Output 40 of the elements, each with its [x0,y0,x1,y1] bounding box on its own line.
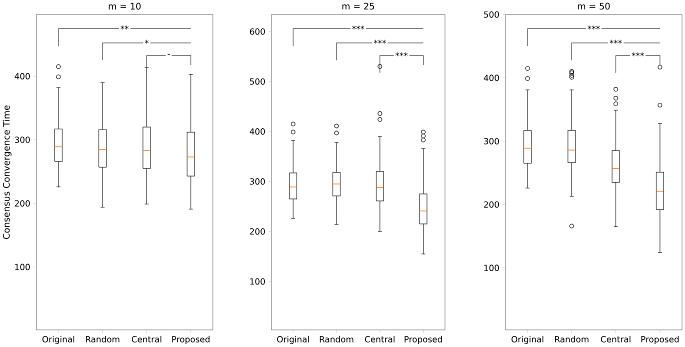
x-tick-label: Random [320,336,354,342]
x-tick-label: Proposed [404,336,442,344]
chart-title: m = 50 [578,2,610,10]
y-tick-label: 300 [250,178,265,185]
y-tick-label: 400 [250,128,265,135]
annotation: * [144,40,149,44]
annotation: *** [352,26,364,30]
annotation: *** [374,40,386,44]
y-tick-label: 500 [484,11,499,18]
annotation: *** [396,52,408,56]
y-tick-label: 200 [484,201,499,208]
y-tick-label: 600 [250,28,265,35]
x-tick-label: Proposed [172,336,210,344]
y-tick-label: 400 [484,74,499,82]
x-tick-label: Original [42,336,74,344]
y-tick-label: 200 [250,228,265,235]
x-tick-label: Original [277,336,309,344]
y-tick-label: 300 [14,136,30,144]
x-tick-label: Proposed [641,336,679,344]
y-axis-title: Consensus Convergence Time [2,106,12,240]
y-tick-label: 100 [15,264,30,270]
x-tick-label: Central [132,336,162,342]
annotation: *** [610,40,622,44]
x-tick-label: Random [555,336,588,342]
annotation: *** [632,52,644,56]
y-tick-label: 200 [14,200,30,207]
x-tick-label: Central [365,336,394,342]
annotation: - [168,54,170,55]
x-tick-label: Central [600,336,630,342]
y-tick-label: 400 [14,73,30,80]
y-tick-label: 100 [250,278,265,285]
chart-title: m = 25 [342,2,374,10]
chart-title: m = 10 [108,2,141,10]
annotation: ** [120,26,129,30]
x-tick-label: Original [512,336,544,344]
annotation: *** [588,26,600,30]
y-tick-label: 500 [250,78,265,85]
x-tick-label: Random [86,336,120,342]
y-tick-label: 100 [484,264,499,272]
y-tick-label: 300 [484,138,499,144]
